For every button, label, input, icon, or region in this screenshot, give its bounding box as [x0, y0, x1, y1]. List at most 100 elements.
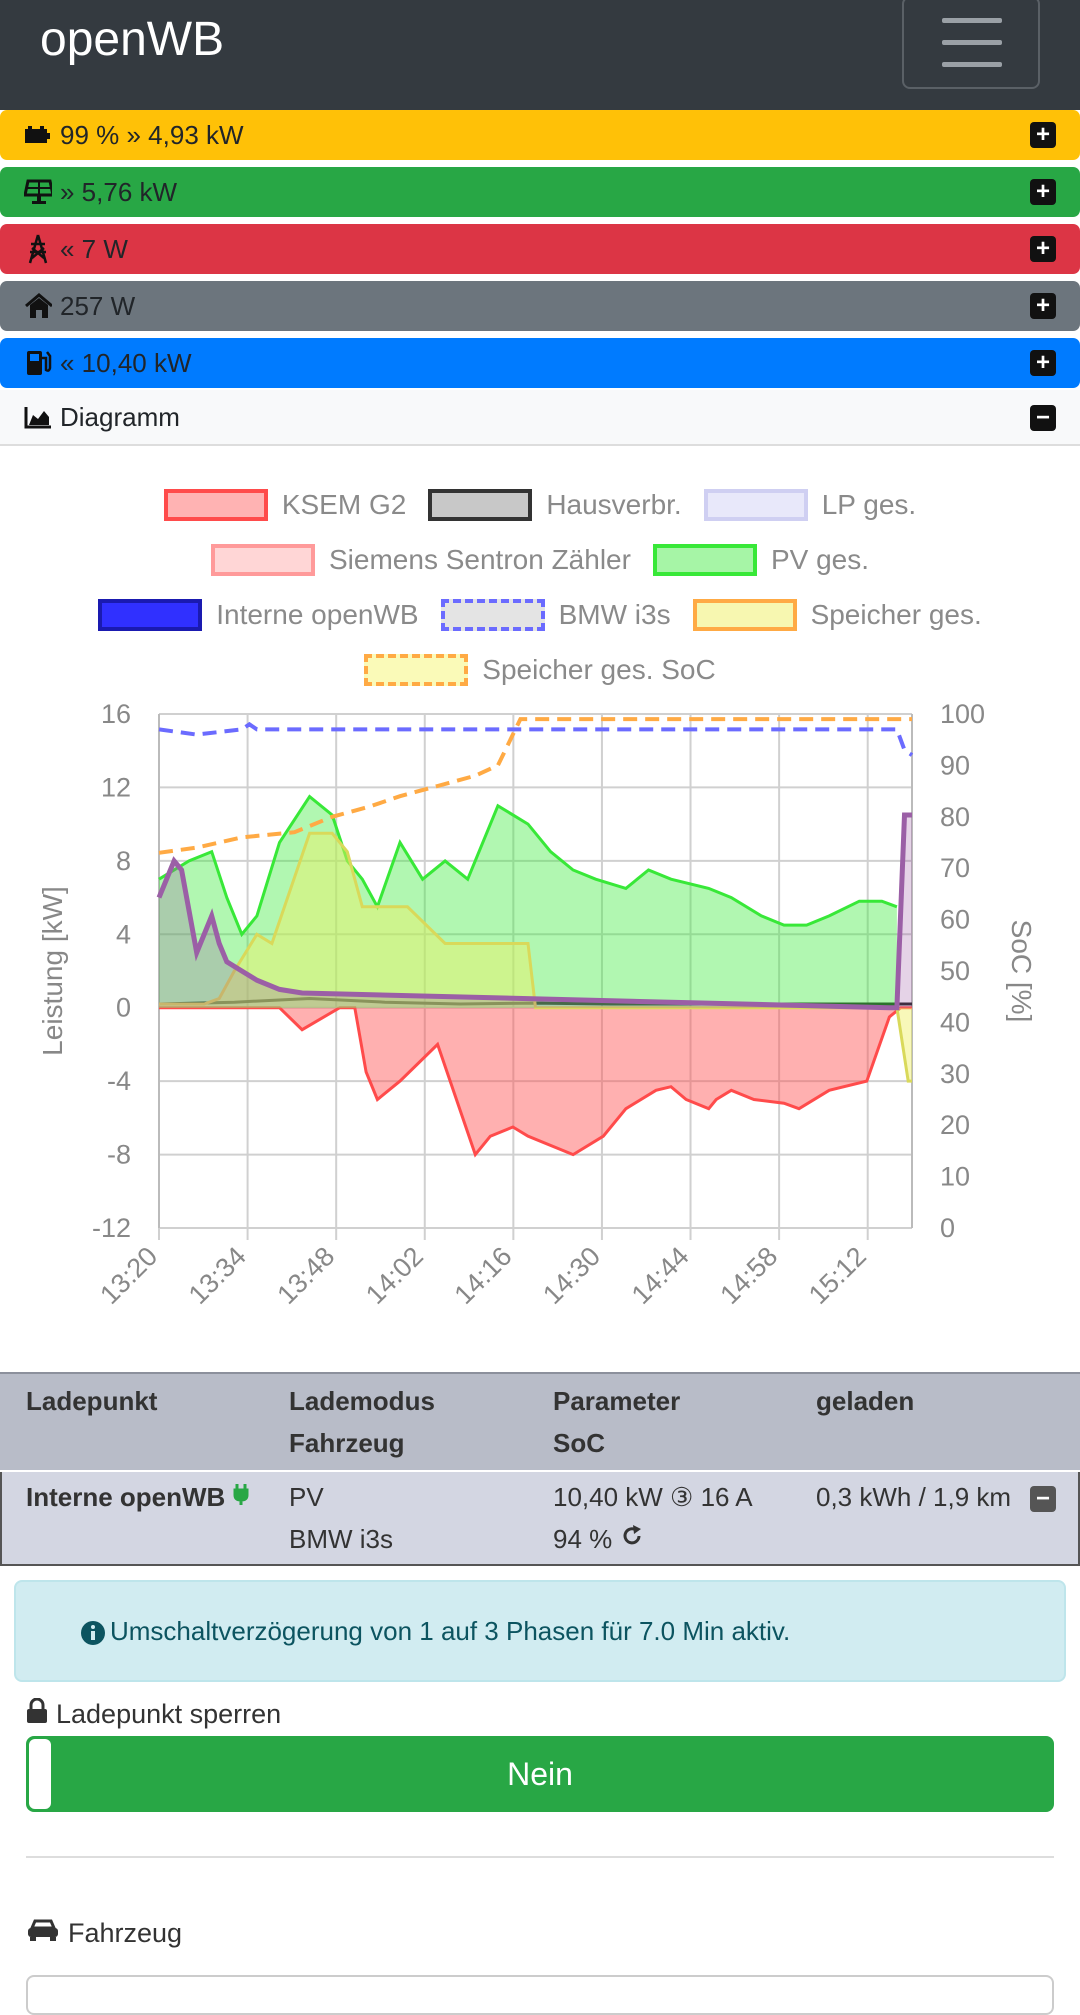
series-line — [158, 717, 912, 855]
y-axis-label: Leistung [kW] — [37, 886, 68, 1056]
col-lademodus: Lademodus — [289, 1386, 435, 1416]
legend-item[interactable]: Siemens Sentron Zähler — [211, 544, 631, 576]
table-header: Ladepunkt Lademodus Fahrzeug Parameter S… — [0, 1372, 1080, 1470]
info-icon — [80, 1620, 106, 1653]
x-tick-label: 14:58 — [714, 1241, 783, 1310]
divider — [26, 1856, 1054, 1858]
house-value: 257 W — [60, 290, 136, 321]
col-fahrzeug: Fahrzeug — [289, 1428, 405, 1458]
battery-icon — [24, 121, 52, 149]
legend-item[interactable]: Speicher ges. SoC — [364, 654, 716, 686]
y-tick-label: 4 — [116, 919, 131, 949]
chart-legend-row: Siemens Sentron Zähler PV ges. — [0, 544, 1080, 576]
collapse-row-icon[interactable]: − — [1030, 1486, 1056, 1512]
lock-icon — [26, 1697, 48, 1731]
series-line — [158, 721, 914, 757]
y2-tick-label: 40 — [940, 1007, 970, 1037]
collapse-icon[interactable]: − — [1030, 405, 1056, 431]
diagram-header[interactable]: Diagramm − — [0, 390, 1080, 446]
expand-icon[interactable]: + — [1030, 179, 1056, 205]
navbar: openWB — [0, 0, 1080, 110]
vehicle-select[interactable] — [26, 1975, 1054, 2015]
legend-item[interactable]: BMW i3s — [440, 599, 671, 631]
expand-icon[interactable]: + — [1030, 293, 1056, 319]
power-chart: 1612840-4-8-12100908070605040302010013:2… — [37, 699, 1037, 1310]
y-tick-label: -8 — [107, 1140, 131, 1170]
col-parameter: Parameter — [553, 1386, 681, 1416]
y2-tick-label: 60 — [940, 905, 970, 935]
y-tick-label: -12 — [92, 1213, 131, 1243]
refresh-icon[interactable] — [620, 1518, 644, 1560]
legend-item[interactable]: Speicher ges. — [692, 599, 982, 631]
lock-value: Nein — [507, 1755, 573, 1792]
col-ladepunkt: Ladepunkt — [26, 1386, 158, 1416]
legend-item[interactable]: PV ges. — [652, 544, 869, 576]
vehicle-label: Fahrzeug — [26, 1918, 182, 1949]
y2-tick-label: 90 — [940, 750, 970, 780]
charge-value: « 10,40 kW — [60, 347, 192, 378]
x-tick-label: 13:48 — [271, 1241, 340, 1310]
x-tick-label: 14:02 — [360, 1241, 429, 1310]
y2-tick-label: 70 — [940, 853, 970, 883]
lock-label: Ladepunkt sperren — [26, 1697, 281, 1731]
x-tick-label: 15:12 — [803, 1241, 872, 1310]
battery-value: 99 % » 4,93 kW — [60, 119, 244, 150]
chart-legend-row: Interne openWB BMW i3s Speicher ges. — [0, 599, 1080, 631]
house-icon — [24, 292, 52, 320]
legend-item[interactable]: LP ges. — [703, 489, 916, 521]
legend-item[interactable]: Interne openWB — [98, 599, 419, 631]
expand-icon[interactable]: + — [1030, 122, 1056, 148]
y2-axis-label: SoC [%] — [1006, 920, 1037, 1023]
x-tick-label: 14:44 — [626, 1241, 695, 1310]
toggle-knob — [29, 1739, 51, 1809]
x-tick-label: 14:16 — [449, 1241, 518, 1310]
grid-bar[interactable]: « 7 W + — [0, 224, 1080, 274]
col-geladen: geladen — [816, 1386, 915, 1416]
col-soc: SoC — [553, 1428, 605, 1458]
soc-value: 94 % — [553, 1524, 613, 1554]
charging-station-icon — [24, 349, 52, 377]
battery-bar[interactable]: 99 % » 4,93 kW + — [0, 110, 1080, 160]
plug-icon — [233, 1476, 249, 1518]
grid-value: « 7 W — [60, 233, 128, 264]
y-tick-label: 16 — [101, 699, 131, 729]
y2-tick-label: 50 — [940, 956, 970, 986]
legend-item[interactable]: Hausverbr. — [428, 489, 682, 521]
chargepoint-name: Interne openWB — [26, 1482, 226, 1512]
series-area — [159, 833, 912, 1082]
series-line — [158, 794, 898, 938]
series-line — [156, 812, 912, 1011]
pv-bar[interactable]: » 5,76 kW + — [0, 167, 1080, 217]
chart-legend-row: KSEM G2 Hausverbr. LP ges. — [0, 489, 1080, 521]
alert-text: Umschaltverzögerung von 1 auf 3 Phasen f… — [110, 1615, 791, 1646]
info-alert: Umschaltverzögerung von 1 auf 3 Phasen f… — [14, 1580, 1066, 1682]
pv-value: » 5,76 kW — [60, 176, 178, 207]
solar-panel-icon — [24, 178, 52, 206]
y-tick-label: 12 — [101, 772, 131, 802]
y-tick-label: -4 — [107, 1066, 131, 1096]
expand-icon[interactable]: + — [1030, 350, 1056, 376]
y2-tick-label: 10 — [940, 1162, 970, 1192]
charge-bar[interactable]: « 10,40 kW + — [0, 338, 1080, 388]
charge-parameter: 10,40 kW ③ 16 A — [553, 1482, 753, 1512]
area-chart-icon — [24, 405, 52, 429]
menu-toggle-button[interactable] — [902, 0, 1040, 89]
y-tick-label: 0 — [116, 993, 131, 1023]
power-tower-icon — [24, 234, 52, 264]
x-tick-label: 13:34 — [183, 1241, 252, 1310]
diagram-label: Diagramm — [60, 401, 180, 432]
y2-tick-label: 0 — [940, 1213, 955, 1243]
series-line — [159, 1006, 912, 1158]
car-icon — [26, 1918, 60, 1949]
series-area — [159, 815, 912, 1008]
chart-legend-row: Speicher ges. SoC — [0, 654, 1080, 686]
expand-icon[interactable]: + — [1030, 236, 1056, 262]
charge-mode: PV — [289, 1482, 324, 1512]
legend-item[interactable]: KSEM G2 — [163, 489, 406, 521]
y2-tick-label: 80 — [940, 802, 970, 832]
y2-tick-label: 20 — [940, 1110, 970, 1140]
brand-title[interactable]: openWB — [40, 13, 225, 66]
lock-chargepoint-toggle[interactable]: Nein — [26, 1736, 1054, 1812]
table-row[interactable]: Interne openWB PV BMW i3s 10,40 kW ③ 16 … — [0, 1472, 1080, 1566]
house-bar[interactable]: 257 W + — [0, 281, 1080, 331]
